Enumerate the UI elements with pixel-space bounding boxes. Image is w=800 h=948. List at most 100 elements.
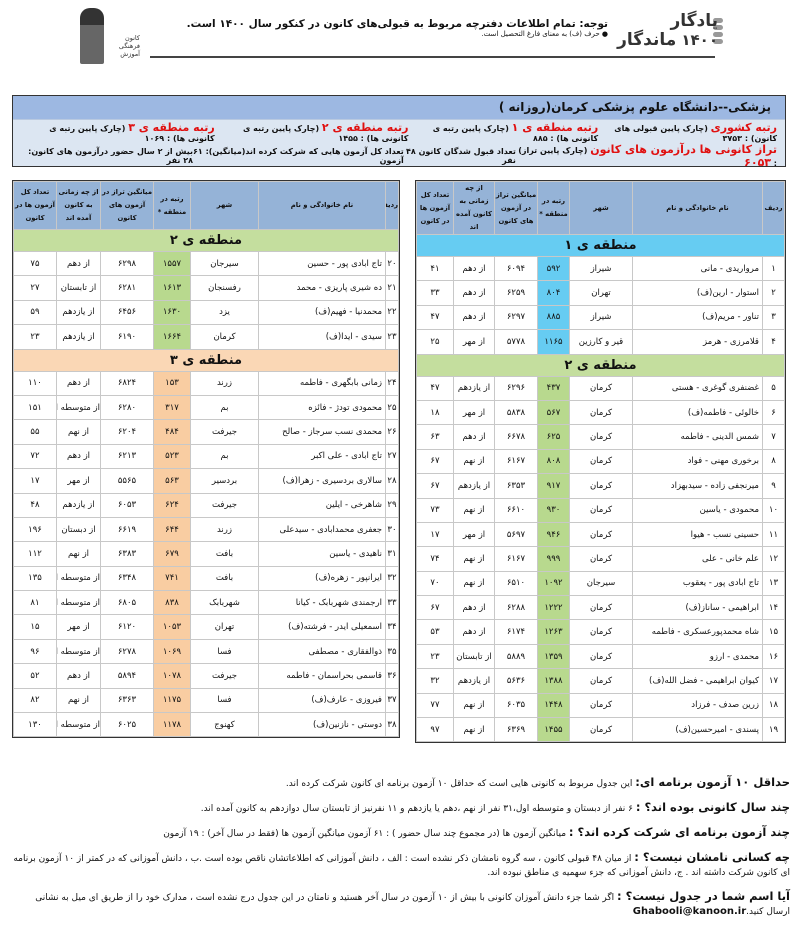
note-answer: اگر شما جزء دانش آموزان کانونی با بیش از… (35, 893, 618, 903)
column-header: نام خانوادگی و نام (632, 181, 763, 235)
region-rank: ۱۶۶۴ (153, 324, 191, 350)
email-link[interactable]: Ghabooli@kanoon.ir (632, 906, 747, 917)
table-row: ۲۶ محمدی نسب سرجاز - صالح جیرفت ۴۸۴ ۶۲۰۴ از ن… (13, 419, 399, 445)
note-question: چه کسانی نامشان نیست؟ : (634, 850, 790, 864)
joined-since: از نهم (453, 546, 495, 572)
region-rank: ۵۶۷ (537, 399, 570, 426)
tail-text: ارسال کنید. (746, 907, 790, 917)
average-score: ۶۱۶۷ (494, 546, 538, 572)
region-rank: ۴۸۴ (153, 419, 191, 445)
total-exams: ۵۵ (13, 419, 57, 445)
joined-since: از متوسطه اول (56, 712, 101, 738)
average-score: ۶۰۵۳ (100, 492, 154, 518)
joined-since: از دهم (453, 304, 495, 331)
summary-item: بیش از ۲ سال حضور درآزمون های کانون: ۲۸ … (28, 147, 193, 165)
right-table: ردیف نام خانوادگی و نام شهر رتبه در منطقه *… (415, 180, 786, 744)
student-name: تناور - مریم(ف) (632, 304, 763, 331)
table-row: ۱۸ زرین صدف - فرزاد کرمان ۱۴۴۸ ۶۰۳۵ از نهم ۷۷ (416, 692, 785, 719)
city: تهران (190, 614, 259, 640)
note-answer: ۶ نفر از دبستان و متوسطه اول،۳۱ نفر از ن… (200, 804, 636, 814)
table-row: ۱۰ محمودی - یاسین کرمان ۹۳۰ ۶۶۱۰ از نهم ۷۳ (416, 497, 785, 523)
row-number: ۳۰ (385, 516, 399, 543)
total-exams: ۹۷ (416, 717, 454, 743)
region-rank: ۷۴۱ (153, 565, 191, 592)
joined-since: از نهم (56, 419, 101, 445)
city: کرمان (569, 399, 633, 426)
column-header: رتبه در منطقه * (153, 181, 191, 230)
student-name: جعفری محمدابادی - سیدعلی (258, 516, 386, 543)
region-rank: ۱۰۷۸ (153, 663, 191, 689)
column-header: شهر (569, 181, 633, 235)
region-rank: ۳۱۷ (153, 394, 191, 421)
summary-note: (چارک پایین رتبه ی کانونی ها) : (243, 124, 409, 143)
total-exams: ۱۸ (416, 399, 454, 426)
region-rank: ۵۲۳ (153, 443, 191, 470)
column-header: ردیف (762, 181, 785, 235)
total-exams: ۶۳ (416, 424, 454, 450)
table-row: ۱۴ ابراهیمی - ساناز(ف) کرمان ۱۲۲۲ ۶۲۸۸ از دهم… (416, 595, 785, 621)
table-row: ۹ میرنجفی زاده - سیدبهزاد کرمان ۹۱۷ ۶۳۵۳ از ی… (416, 473, 785, 499)
table-row: ۳۱ ناهیدی - یاسین بافت ۶۷۹ ۶۳۸۳ از نهم ۱۱۲ (13, 541, 399, 567)
region-rank: ۵۹۲ (537, 255, 570, 282)
row-number: ۱۲ (762, 546, 785, 572)
student-name: حسینی نسب - هیوا (632, 521, 763, 548)
summary-note: (چارک پایین تراز) : (518, 146, 777, 168)
student-name: تاج ابادی - علی اکبر (258, 443, 386, 470)
summary-row-ranks: رتبه کشوری (چارک پایین قبولی های کانون) … (13, 120, 785, 144)
student-name: ذوالفقاری - مصطفی (258, 638, 386, 665)
total-exams: ۱۳۰ (13, 712, 57, 738)
table-row: ۱ مرواریدی - مانی شیراز ۵۹۲ ۶۰۹۴ از دهم ۴۱ (416, 255, 785, 282)
region-rank: ۶۴۴ (153, 516, 191, 543)
region-header-row: منطقه ی ۲ (13, 229, 399, 252)
city: کرمان (569, 375, 633, 401)
total-exams: ۷۰ (416, 570, 454, 597)
average-score: ۵۸۸۹ (494, 643, 538, 670)
joined-since: از دهم (56, 443, 101, 470)
column-header: از چه زمانی به کانون آمده اند (56, 181, 101, 230)
joined-since: از دهم (453, 595, 495, 621)
city: جیرفت (190, 663, 259, 689)
row-number: ۱ (762, 255, 785, 282)
table-row: ۲ استوار - ارین(ف) تهران ۸۰۴ ۶۲۵۹ از دهم ۳۳ (416, 280, 785, 306)
total-exams: ۶۷ (416, 448, 454, 475)
joined-since: از مهر (453, 329, 495, 355)
table-row: ۱۳ تاج ابادی پور - یعقوب سیرجان ۱۰۹۲ ۶۵۱۰ از … (416, 570, 785, 597)
notice-text: توجه: تمام اطلاعات دفترچه مربوط به قبولی… (186, 18, 608, 30)
region-header-row: منطقه ی ۳ (13, 348, 399, 372)
average-score: ۶۶۷۸ (494, 424, 538, 450)
student-name: مرواریدی - مانی (632, 255, 763, 282)
joined-since: از یازدهم (453, 473, 495, 499)
region-rank: ۸۰۸ (537, 448, 570, 475)
total-exams: ۱۷ (416, 521, 454, 548)
student-name: شاه محمدپورعسکری - فاطمه (632, 619, 763, 645)
student-name: محمدی نسب سرجاز - صالح (258, 419, 386, 445)
student-name: ارجمندی شهربابک - کیانا (258, 590, 386, 616)
summary-label: تراز کانونی ها درآزمون های کانون (590, 143, 777, 156)
total-exams: ۵۹ (13, 299, 57, 326)
row-number: ۲۸ (385, 468, 399, 494)
joined-since: از دبستان (56, 516, 101, 543)
logo-line2: ماندگار (617, 30, 677, 50)
city: یزد (190, 299, 259, 326)
student-name: شمس الدینی - فاطمه (632, 424, 763, 450)
region-rank: ۱۳۵۹ (537, 643, 570, 670)
row-number: ۳۶ (385, 663, 399, 689)
table-row: ۲۲ محمدنیا - فهیم(ف) یزد ۱۶۳۰ ۶۴۵۶ از یازدهم ۵… (13, 299, 399, 326)
yadegar-leaf-icon (713, 18, 725, 48)
row-number: ۳۱ (385, 541, 399, 567)
column-header: نام خانوادگی و نام (258, 181, 386, 230)
joined-since: از دهم (453, 255, 495, 282)
note-item: چه کسانی نامشان نیست؟ : از میان ۴۸ قبولی… (10, 850, 790, 880)
student-name: دوستی - نازنین(ف) (258, 712, 386, 738)
student-name: ناهیدی - یاسین (258, 541, 386, 567)
joined-since: از نهم (56, 541, 101, 567)
kanoon-logo-text: کانون فرهنگی آموزش (118, 34, 140, 58)
average-score: ۶۱۲۰ (100, 614, 154, 640)
note-answer: میانگین آزمون ها (در مجموع چند سال حضور … (163, 829, 569, 839)
city: کرمان (569, 717, 633, 743)
summary-label: رتبه منطقه ی ۲ (321, 121, 409, 134)
total-exams: ۱۱۲ (13, 541, 57, 567)
